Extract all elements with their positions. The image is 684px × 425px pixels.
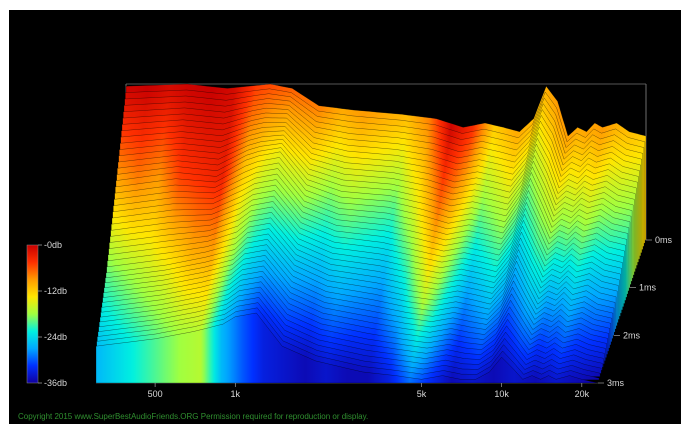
axes: 500 1k 5k 10k 20k 0ms 1ms 2ms 3ms [148, 235, 673, 399]
colorbar-tick-label: -12db [44, 286, 67, 296]
time-tick-label: 0ms [655, 235, 673, 245]
x-tick-label: 10k [494, 389, 509, 399]
x-tick-label: 5k [417, 389, 427, 399]
colorbar-scale [26, 244, 39, 384]
x-tick-label: 500 [148, 389, 163, 399]
waterfall-slice [95, 312, 599, 384]
colorbar: -0db -12db -24db -36db [26, 240, 67, 388]
time-tick-label: 3ms [607, 378, 625, 388]
slices [95, 83, 647, 384]
x-tick-label: 1k [231, 389, 241, 399]
colorbar-tick-label: -36db [44, 378, 67, 388]
copyright-notice: Copyright 2015 www.SuperBestAudioFriends… [18, 412, 368, 421]
time-tick-label: 1ms [639, 283, 657, 293]
time-tick-label: 2ms [623, 330, 641, 340]
colorbar-tick-label: -24db [44, 332, 67, 342]
x-tick-label: 20k [575, 389, 590, 399]
colorbar-tick-label: -0db [44, 240, 62, 250]
